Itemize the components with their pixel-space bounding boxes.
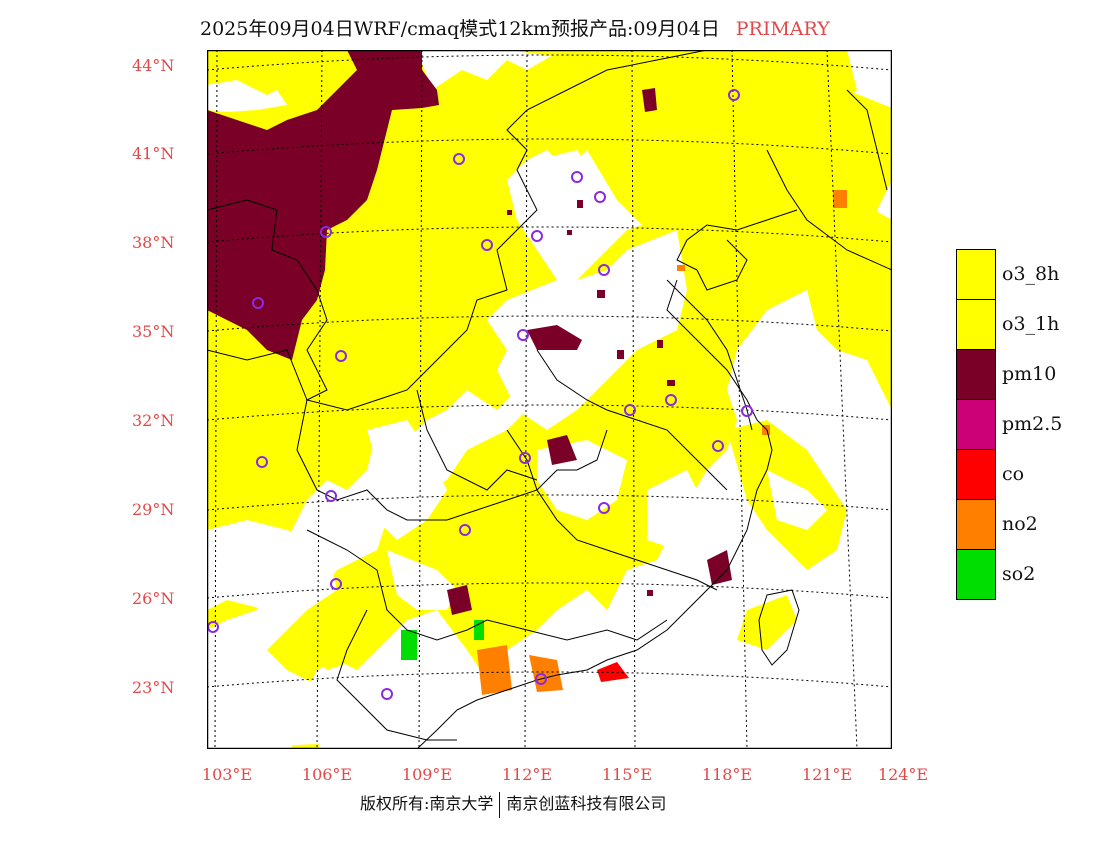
station-markers: [207, 89, 753, 700]
lat-label-38: 38°N: [132, 233, 175, 252]
legend-swatch: [956, 449, 996, 500]
graticule: [207, 50, 892, 749]
copyright-owner: 版权所有:南京大学: [360, 794, 494, 813]
so2-region: [401, 620, 484, 660]
legend-label: o3_8h: [1002, 263, 1060, 285]
clean-region: [207, 80, 827, 749]
legend-swatch: [956, 349, 996, 400]
legend-swatch: [956, 249, 996, 300]
copyright-footer: 版权所有:南京大学 南京创蓝科技有限公司: [360, 790, 666, 818]
lat-label-35: 35°N: [132, 322, 175, 341]
co-region: [597, 662, 629, 682]
legend-label: no2: [1002, 513, 1038, 535]
lon-label-106: 106°E: [301, 765, 353, 784]
lat-label-26: 26°N: [132, 589, 175, 608]
copyright-company: 南京创蓝科技有限公司: [506, 794, 667, 813]
pm10-region: [207, 50, 732, 615]
lon-label-124: 124°E: [877, 765, 929, 784]
legend-label: o3_1h: [1002, 313, 1060, 335]
title-tag: PRIMARY: [735, 18, 830, 40]
legend-label: so2: [1002, 563, 1036, 585]
legend-swatch: [956, 399, 996, 450]
legend-label: pm2.5: [1002, 413, 1063, 435]
legend-swatch: [956, 499, 996, 550]
map-title: 2025年09月04日WRF/cmaq模式12km预报产品:09月04日 PRIM…: [200, 18, 830, 40]
lat-label-32: 32°N: [132, 411, 175, 430]
pm10-specks: [507, 200, 675, 596]
legend-swatch: [956, 549, 996, 600]
coastline: [416, 89, 888, 749]
lon-label-115: 115°E: [601, 765, 653, 784]
lon-label-121: 121°E: [801, 765, 853, 784]
lat-label-44: 44°N: [132, 56, 175, 75]
lon-label-103: 103°E: [201, 765, 253, 784]
legend-label: pm10: [1002, 363, 1057, 385]
lon-label-109: 109°E: [401, 765, 453, 784]
province-borders: [207, 50, 892, 741]
pollutant-map[interactable]: [207, 50, 892, 749]
lat-label-41: 41°N: [132, 144, 175, 163]
lat-label-29: 29°N: [132, 500, 175, 519]
footer-divider: [499, 791, 501, 818]
lon-label-118: 118°E: [701, 765, 753, 784]
legend-swatch: [956, 299, 996, 350]
lon-label-112: 112°E: [501, 765, 553, 784]
lat-label-23: 23°N: [132, 678, 175, 697]
legend-label: co: [1002, 463, 1025, 485]
